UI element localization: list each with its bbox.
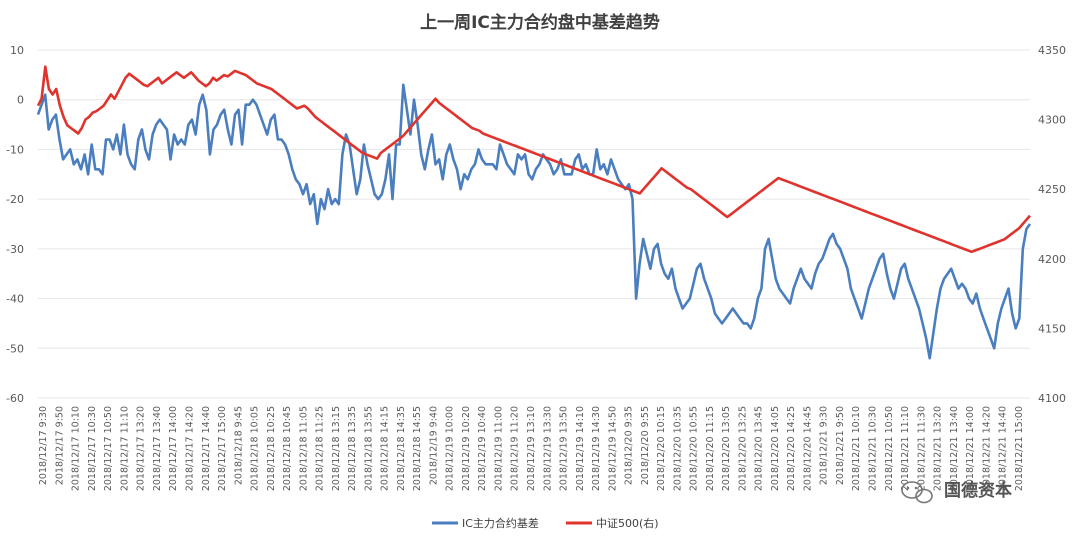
x-tick-label: 2018/12/21 10:10 bbox=[851, 406, 862, 491]
x-tick-label: 2018/12/19 10:00 bbox=[445, 406, 456, 491]
y-right-tick-label: 4200 bbox=[1038, 253, 1066, 266]
y-right-tick-label: 4150 bbox=[1038, 322, 1066, 335]
watermark-text: 国德资本 bbox=[944, 480, 1012, 501]
x-tick-label: 2018/12/18 11:05 bbox=[298, 406, 309, 491]
x-tick-label: 2018/12/17 10:30 bbox=[87, 406, 98, 491]
y-right-tick-label: 4250 bbox=[1038, 183, 1066, 196]
x-tick-label: 2018/12/17 14:20 bbox=[185, 406, 196, 491]
y-right-tick-label: 4350 bbox=[1038, 44, 1066, 57]
x-tick-label: 2018/12/19 11:00 bbox=[494, 406, 505, 491]
x-tick-label: 2018/12/17 10:50 bbox=[103, 406, 114, 491]
x-tick-label: 2018/12/17 13:40 bbox=[152, 406, 163, 491]
x-tick-label: 2018/12/19 13:50 bbox=[559, 406, 570, 491]
x-tick-label: 2018/12/20 14:45 bbox=[803, 406, 814, 491]
x-tick-label: 2018/12/20 13:25 bbox=[737, 406, 748, 491]
y-left-tick-label: 10 bbox=[10, 44, 24, 57]
x-tick-label: 2018/12/21 11:10 bbox=[900, 406, 911, 491]
x-tick-label: 2018/12/18 10:05 bbox=[250, 406, 261, 491]
x-tick-label: 2018/12/18 13:15 bbox=[331, 406, 342, 491]
x-tick-label: 2018/12/21 11:30 bbox=[916, 406, 927, 491]
x-tick-label: 2018/12/21 10:50 bbox=[884, 406, 895, 491]
x-tick-label: 2018/12/17 15:00 bbox=[217, 406, 228, 491]
x-tick-label: 2018/12/18 10:45 bbox=[282, 406, 293, 491]
x-tick-label: 2018/12/19 10:40 bbox=[477, 406, 488, 491]
x-tick-label: 2018/12/20 13:45 bbox=[754, 406, 765, 491]
y-left-tick-label: -20 bbox=[6, 193, 24, 206]
x-tick-label: 2018/12/21 14:20 bbox=[981, 406, 992, 491]
x-tick-label: 2018/12/19 13:10 bbox=[526, 406, 537, 491]
y-axis-left: 10 0 -10 -20 -30 -40 -50 -60 bbox=[6, 44, 24, 405]
x-tick-label: 2018/12/18 10:25 bbox=[266, 406, 277, 491]
x-tick-label: 2018/12/20 10:55 bbox=[689, 406, 700, 491]
series-line-basis bbox=[36, 83, 1032, 360]
x-tick-label: 2018/12/19 14:10 bbox=[575, 406, 586, 491]
x-tick-label: 2018/12/20 11:15 bbox=[705, 406, 716, 491]
x-tick-label: 2018/12/19 11:20 bbox=[510, 406, 521, 491]
grid-layer bbox=[38, 49, 1030, 399]
x-tick-label: 2018/12/21 15:00 bbox=[1014, 406, 1025, 491]
y-right-tick-label: 4100 bbox=[1038, 392, 1066, 405]
x-tick-label: 2018/12/18 13:55 bbox=[363, 406, 374, 491]
x-tick-label: 2018/12/18 14:15 bbox=[380, 406, 391, 491]
x-tick-label: 2018/12/17 10:10 bbox=[71, 406, 82, 491]
x-tick-label: 2018/12/19 9:40 bbox=[428, 406, 439, 485]
x-tick-label: 2018/12/18 14:55 bbox=[412, 406, 423, 491]
x-tick-label: 2018/12/17 11:10 bbox=[119, 406, 130, 491]
watermark: 国德资本 bbox=[901, 480, 1012, 504]
x-tick-label: 2018/12/20 9:55 bbox=[640, 406, 651, 485]
y-left-tick-label: -10 bbox=[6, 143, 24, 156]
chart-title: 上一周IC主力合约盘中基差趋势 bbox=[420, 12, 660, 33]
x-tick-label: 2018/12/17 9:30 bbox=[38, 406, 49, 485]
x-tick-label: 2018/12/17 14:40 bbox=[201, 406, 212, 491]
x-tick-label: 2018/12/17 13:20 bbox=[136, 406, 147, 491]
x-tick-label: 2018/12/20 10:15 bbox=[656, 406, 667, 491]
x-tick-label: 2018/12/21 9:50 bbox=[835, 406, 846, 485]
legend: IC主力合约基差 中证500(右) bbox=[432, 516, 659, 530]
x-tick-label: 2018/12/20 10:35 bbox=[672, 406, 683, 491]
x-tick-label: 2018/12/21 9:30 bbox=[819, 406, 830, 485]
x-tick-label: 2018/12/19 13:30 bbox=[542, 406, 553, 491]
x-tick-label: 2018/12/21 13:20 bbox=[933, 406, 944, 491]
wechat-icon bbox=[901, 481, 933, 504]
y-axis-right: 4350 4300 4250 4200 4150 4100 bbox=[1038, 44, 1066, 405]
y-right-tick-label: 4300 bbox=[1038, 114, 1066, 127]
x-tick-label: 2018/12/19 10:20 bbox=[461, 406, 472, 491]
x-tick-label: 2018/12/18 13:35 bbox=[347, 406, 358, 491]
y-left-tick-label: 0 bbox=[17, 94, 24, 107]
y-left-tick-label: -30 bbox=[6, 243, 24, 256]
x-tick-label: 2018/12/19 14:30 bbox=[591, 406, 602, 491]
x-tick-label: 2018/12/17 14:00 bbox=[168, 406, 179, 491]
x-tick-label: 2018/12/20 13:05 bbox=[721, 406, 732, 491]
y-left-tick-label: -60 bbox=[6, 392, 24, 405]
x-axis: 2018/12/17 9:30 2018/12/17 9:50 2018/12/17… bbox=[38, 406, 1025, 491]
series-line-csi500 bbox=[36, 65, 1031, 254]
legend-label-basis: IC主力合约基差 bbox=[462, 516, 539, 530]
x-tick-label: 2018/12/21 13:40 bbox=[949, 406, 960, 491]
x-tick-label: 2018/12/17 9:50 bbox=[54, 406, 65, 485]
y-left-tick-label: -50 bbox=[6, 342, 24, 355]
x-tick-label: 2018/12/19 14:50 bbox=[607, 406, 618, 491]
x-tick-label: 2018/12/18 14:35 bbox=[396, 406, 407, 491]
x-tick-label: 2018/12/18 11:25 bbox=[315, 406, 326, 491]
x-tick-label: 2018/12/21 14:40 bbox=[998, 406, 1009, 491]
x-tick-label: 2018/12/20 14:25 bbox=[786, 406, 797, 491]
x-tick-label: 2018/12/18 9:45 bbox=[233, 406, 244, 485]
x-tick-label: 2018/12/20 9:35 bbox=[624, 406, 635, 485]
series-layer bbox=[36, 65, 1032, 360]
x-tick-label: 2018/12/20 14:05 bbox=[770, 406, 781, 491]
x-tick-label: 2018/12/21 14:00 bbox=[965, 406, 976, 491]
x-tick-label: 2018/12/21 10:30 bbox=[868, 406, 879, 491]
legend-label-csi500: 中证500(右) bbox=[596, 516, 659, 530]
y-left-tick-label: -40 bbox=[6, 293, 24, 306]
